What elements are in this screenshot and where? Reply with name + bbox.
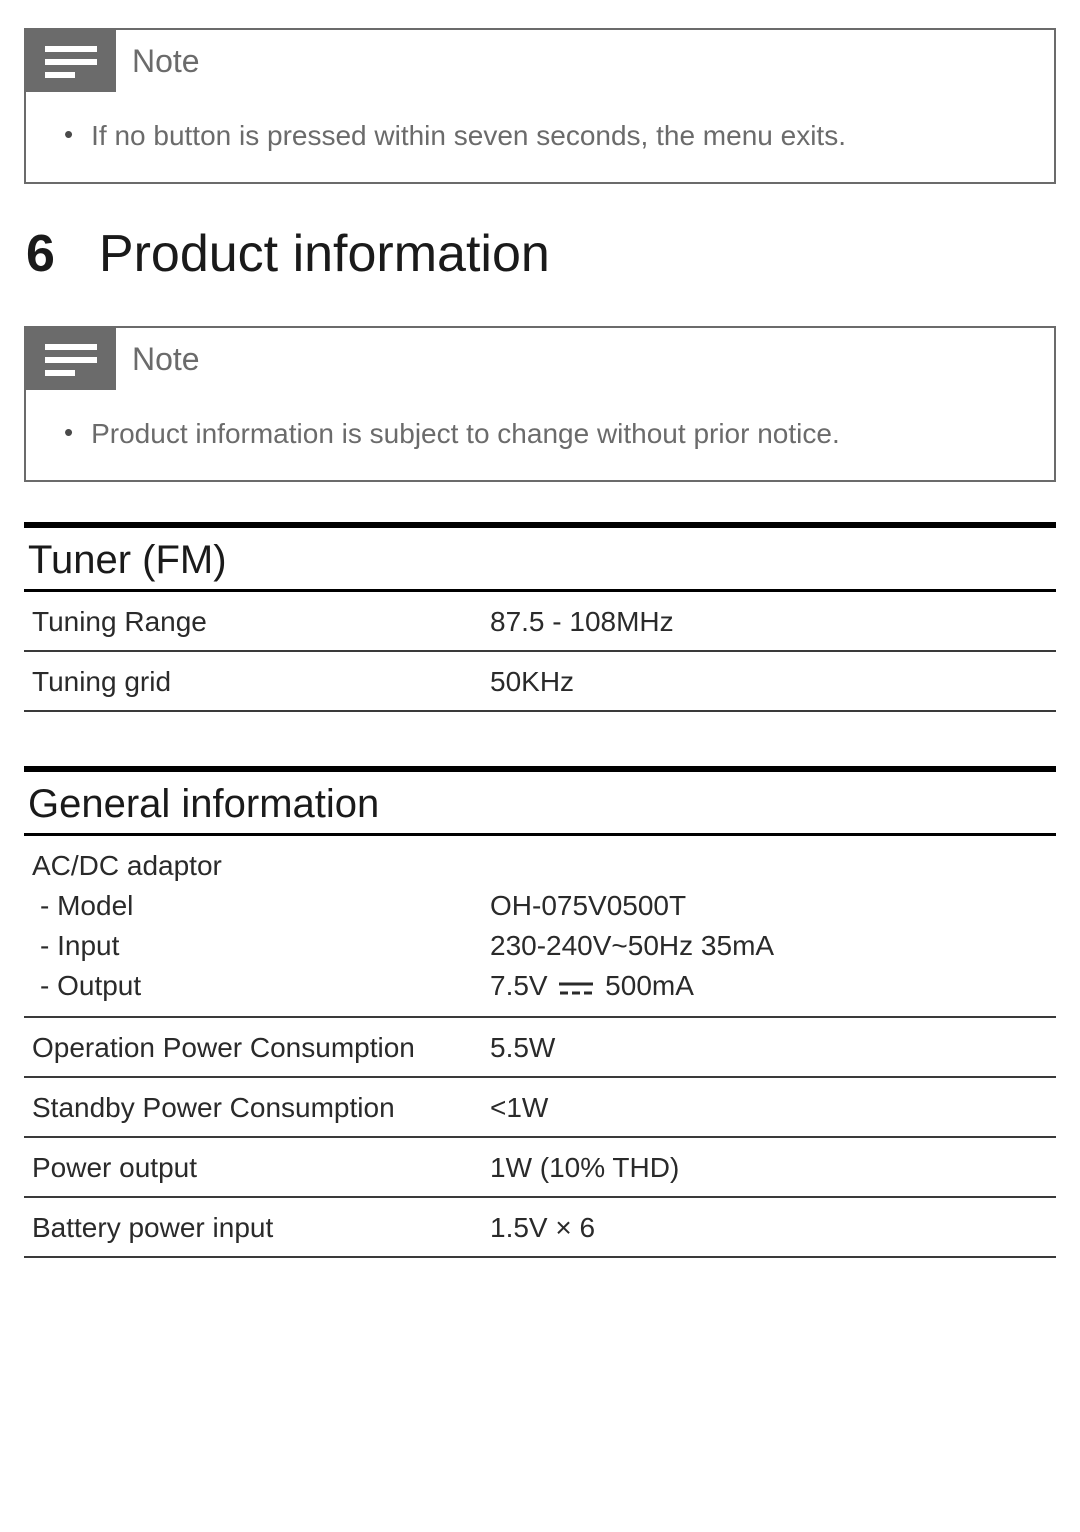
- section-title: Product information: [99, 224, 550, 284]
- adaptor-label: AC/DC adaptor: [32, 850, 222, 881]
- note-icon: [26, 328, 116, 390]
- table-row: Standby Power Consumption <1W: [24, 1078, 1056, 1138]
- note-icon: [26, 30, 116, 92]
- adaptor-model-value: OH-075V0500T: [490, 886, 1050, 926]
- general-table: General information AC/DC adaptor - Mode…: [24, 766, 1056, 1258]
- note-text: If no button is pressed within seven sec…: [91, 118, 846, 154]
- spec-label: Tuning grid: [32, 662, 482, 702]
- table-row: Power output 1W (10% THD): [24, 1138, 1056, 1198]
- section-number: 6: [26, 224, 55, 284]
- note-body: • If no button is pressed within seven s…: [26, 92, 1054, 182]
- table-row: Tuning Range 87.5 - 108MHz: [24, 592, 1056, 652]
- adaptor-output-value: 7.5V 500mA: [490, 966, 1050, 1008]
- table-row: AC/DC adaptor - Model - Input - Output O…: [24, 836, 1056, 1018]
- spec-label: AC/DC adaptor - Model - Input - Output: [32, 846, 482, 1006]
- tuner-heading: Tuner (FM): [24, 528, 1056, 592]
- spec-value: 1W (10% THD): [490, 1148, 1050, 1188]
- spec-label: Power output: [32, 1148, 482, 1188]
- note-text: Product information is subject to change…: [91, 416, 840, 452]
- note-box: Note • Product information is subject to…: [24, 326, 1056, 482]
- table-row: Operation Power Consumption 5.5W: [24, 1018, 1056, 1078]
- output-pre: 7.5V: [490, 970, 555, 1001]
- general-heading: General information: [24, 772, 1056, 836]
- spec-value: 87.5 - 108MHz: [490, 602, 1050, 642]
- note-label: Note: [116, 341, 200, 378]
- bullet-icon: •: [64, 118, 73, 150]
- adaptor-input-value: 230-240V~50Hz 35mA: [490, 926, 1050, 966]
- table-row: Battery power input 1.5V × 6: [24, 1198, 1056, 1258]
- output-post: 500mA: [605, 970, 694, 1001]
- dc-icon: [559, 968, 593, 1008]
- spec-label: Tuning Range: [32, 602, 482, 642]
- adaptor-input-label: - Input: [32, 926, 482, 966]
- adaptor-model-label: - Model: [32, 886, 482, 926]
- spec-value: 5.5W: [490, 1028, 1050, 1068]
- spec-label: Standby Power Consumption: [32, 1088, 482, 1128]
- note-header: Note: [26, 328, 1054, 390]
- note-box: Note • If no button is pressed within se…: [24, 28, 1056, 184]
- spec-value: <1W: [490, 1088, 1050, 1128]
- tuner-table: Tuner (FM) Tuning Range 87.5 - 108MHz Tu…: [24, 522, 1056, 712]
- spec-label: Battery power input: [32, 1208, 482, 1248]
- value-spacer: [490, 846, 1050, 886]
- spec-value: 50KHz: [490, 662, 1050, 702]
- note-header: Note: [26, 30, 1054, 92]
- spec-value: 1.5V × 6: [490, 1208, 1050, 1248]
- spec-value: OH-075V0500T 230-240V~50Hz 35mA 7.5V 500…: [490, 846, 1050, 1008]
- note-label: Note: [116, 43, 200, 80]
- spec-label: Operation Power Consumption: [32, 1028, 482, 1068]
- section-heading: 6 Product information: [26, 224, 1056, 284]
- table-row: Tuning grid 50KHz: [24, 652, 1056, 712]
- note-body: • Product information is subject to chan…: [26, 390, 1054, 480]
- bullet-icon: •: [64, 416, 73, 448]
- adaptor-output-label: - Output: [32, 966, 482, 1006]
